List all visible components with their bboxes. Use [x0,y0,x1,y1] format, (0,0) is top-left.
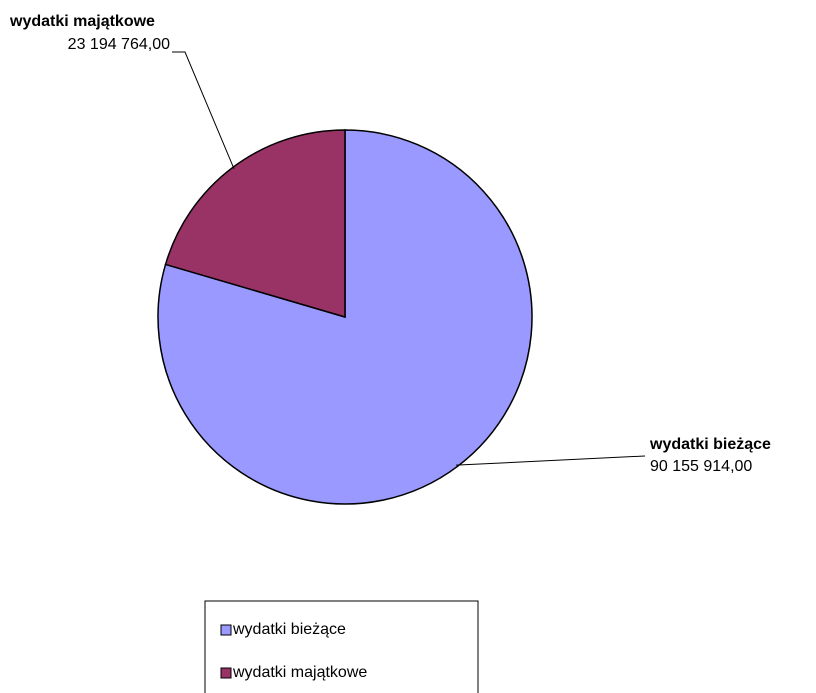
legend-swatch [220,667,232,679]
data-label-value: 90 155 914,00 [650,458,752,475]
leader-line [455,455,646,466]
data-label-value: 23 194 764,00 [68,36,170,53]
data-label-name: wydatki bieżące [649,436,771,453]
leader-line [172,51,235,170]
legend-label: wydatki majątkowe [232,664,367,681]
data-label-name: wydatki majątkowe [9,13,155,30]
legend-swatch [220,624,232,636]
legend-label: wydatki bieżące [232,621,346,638]
legend-box [204,600,479,693]
